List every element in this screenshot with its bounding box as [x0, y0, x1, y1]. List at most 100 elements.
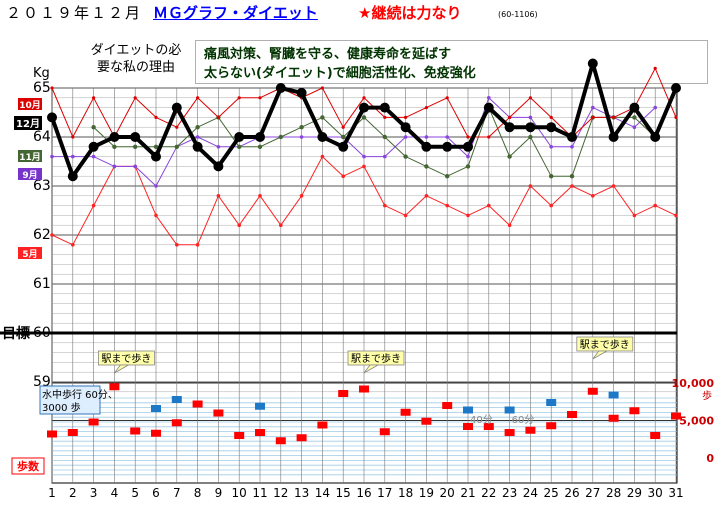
series-point-dec: [629, 103, 639, 113]
series-point-may: [653, 204, 657, 208]
series-point-nov: [133, 145, 137, 149]
series-point-dec: [609, 132, 619, 142]
series-point-oct: [383, 116, 386, 119]
series-point-nov: [424, 164, 428, 168]
series-point-sep: [113, 165, 117, 169]
series-point-may: [674, 214, 678, 218]
series-point-nov: [91, 125, 95, 129]
series-point-sep: [92, 155, 96, 159]
series-point-sep: [549, 145, 553, 149]
series-point-sep: [50, 155, 54, 159]
series-point-may: [217, 194, 221, 198]
series-point-oct: [404, 116, 407, 119]
series-point-may: [237, 223, 241, 227]
series-point-sep: [217, 145, 221, 149]
x-tick-label: 26: [564, 486, 579, 500]
step-bar: [317, 422, 327, 429]
series-point-may: [341, 174, 345, 178]
series-point-sep: [383, 155, 387, 159]
step-bar: [359, 386, 369, 393]
series-point-oct: [674, 116, 677, 119]
callout-label: 駅まで歩き: [351, 352, 401, 365]
series-point-dec: [68, 171, 78, 181]
series-point-sep: [404, 135, 408, 139]
x-tick-label: 7: [173, 486, 181, 500]
swim-marker: [463, 407, 473, 414]
swim-marker: [609, 392, 619, 399]
series-point-may: [633, 214, 637, 218]
swim-note-line2: 3000 歩: [42, 401, 81, 414]
swim-note-line1: 水中歩行 60分、: [42, 388, 118, 401]
x-tick-label: 18: [398, 486, 413, 500]
series-tag-sep: 9月: [22, 170, 37, 181]
x-tick-label: 15: [336, 486, 351, 500]
series-tag-dec: 12月: [16, 118, 40, 130]
series-point-dec: [588, 59, 598, 69]
series-point-dec: [109, 132, 119, 142]
series-point-oct: [654, 67, 657, 70]
series-point-may: [612, 184, 616, 188]
series-point-may: [92, 204, 96, 208]
step-bar: [172, 419, 182, 426]
series-point-may: [445, 204, 449, 208]
step-bar: [588, 388, 598, 395]
series-point-dec: [359, 103, 369, 113]
series-point-oct: [217, 116, 220, 119]
series-point-dec: [380, 103, 390, 113]
x-tick-label: 20: [440, 486, 455, 500]
series-point-oct: [446, 96, 449, 99]
step-bar: [276, 437, 286, 444]
step-bar: [47, 431, 57, 438]
x-tick-label: 23: [502, 486, 517, 500]
step-bar: [380, 428, 390, 435]
series-point-may: [549, 204, 553, 208]
step-bar: [442, 402, 452, 409]
step-bar: [213, 410, 223, 417]
series-point-nov: [341, 135, 345, 139]
step-bar: [525, 427, 535, 434]
series-point-nov: [383, 135, 387, 139]
step-bar: [193, 401, 203, 408]
series-point-oct: [487, 135, 490, 138]
series-point-dec: [234, 132, 244, 142]
series-point-sep: [487, 96, 491, 100]
series-point-dec: [546, 122, 556, 132]
x-tick-label: 21: [460, 486, 475, 500]
step-axis-unit: 歩: [702, 389, 712, 402]
y-axis-unit: Kg: [33, 66, 50, 81]
x-tick-label: 14: [315, 486, 330, 500]
series-point-nov: [237, 145, 241, 149]
series-point-nov: [507, 154, 511, 158]
series-point-may: [196, 243, 200, 247]
step-bar: [567, 411, 577, 418]
series-point-nov: [570, 174, 574, 178]
series-point-dec: [297, 88, 307, 98]
series-point-oct: [238, 96, 241, 99]
step-bar: [629, 407, 639, 414]
series-point-dec: [317, 132, 327, 142]
x-tick-label: 11: [252, 486, 267, 500]
series-point-sep: [591, 106, 595, 110]
series-point-may: [154, 214, 158, 218]
series-point-nov: [195, 125, 199, 129]
step-bar: [650, 432, 660, 439]
series-point-dec: [401, 122, 411, 132]
series-point-may: [383, 204, 387, 208]
series-point-oct: [175, 126, 178, 129]
x-tick-label: 4: [111, 486, 119, 500]
step-bar: [89, 419, 99, 426]
x-tick-label: 31: [668, 486, 683, 500]
series-point-dec: [151, 152, 161, 162]
series-point-may: [258, 194, 262, 198]
x-tick-label: 16: [356, 486, 371, 500]
x-tick-label: 19: [419, 486, 434, 500]
series-point-sep: [529, 116, 533, 120]
series-point-oct: [466, 135, 469, 138]
series-point-dec: [338, 142, 348, 152]
series-point-may: [487, 204, 491, 208]
series-point-may: [362, 165, 366, 169]
series-point-nov: [258, 145, 262, 149]
series-point-oct: [321, 86, 324, 89]
x-tick-label: 9: [215, 486, 223, 500]
series-point-oct: [50, 86, 53, 89]
